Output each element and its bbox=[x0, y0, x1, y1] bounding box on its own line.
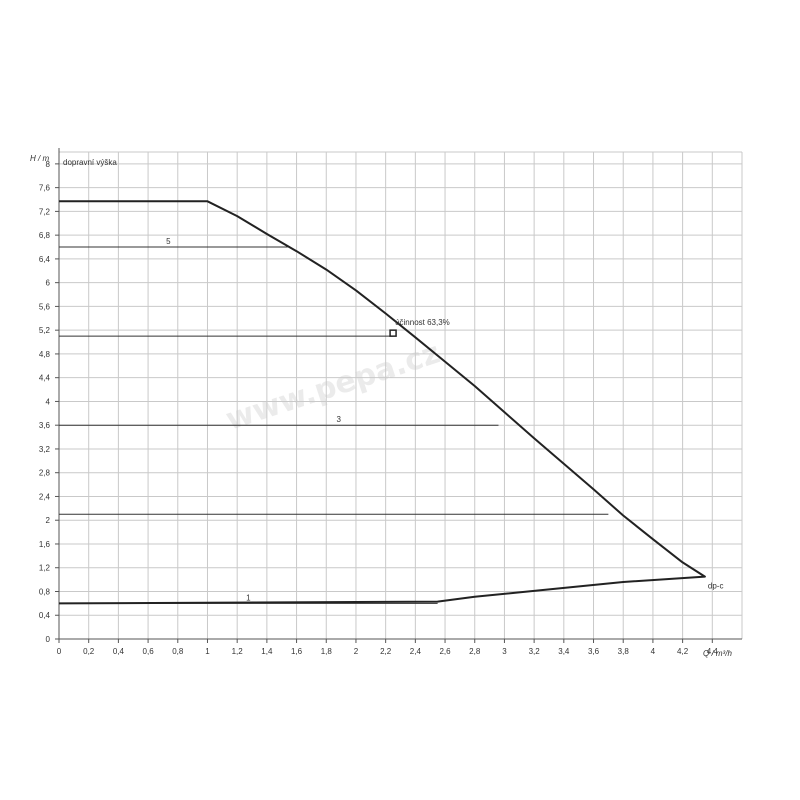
y-tick-label: 6,8 bbox=[39, 231, 51, 240]
y-tick-label: 3,2 bbox=[39, 445, 51, 454]
y-tick-label: 4,8 bbox=[39, 350, 51, 359]
x-tick-label: 1,2 bbox=[232, 647, 244, 656]
x-axis-title: Q / m³/h bbox=[703, 649, 732, 658]
y-tick-label: 4,4 bbox=[39, 374, 51, 383]
x-tick-label: 2,8 bbox=[469, 647, 481, 656]
x-tick-label: 0,2 bbox=[83, 647, 95, 656]
y-tick-label: 1,6 bbox=[39, 540, 51, 549]
y-tick-label: 0,4 bbox=[39, 611, 51, 620]
y-tick-label: 7,2 bbox=[39, 207, 51, 216]
y-tick-label: 0,8 bbox=[39, 587, 51, 596]
x-tick-label: 2,2 bbox=[380, 647, 392, 656]
x-tick-label: 1,4 bbox=[261, 647, 273, 656]
efficiency-label: účinnost 63,3% bbox=[395, 318, 450, 327]
y-tick-label: 5,2 bbox=[39, 326, 51, 335]
operating-line-label: 1 bbox=[246, 593, 251, 602]
x-tick-label: 2,6 bbox=[439, 647, 451, 656]
operating-line-label: 3 bbox=[337, 415, 342, 424]
y-tick-label: 2 bbox=[46, 516, 51, 525]
x-tick-label: 3,2 bbox=[529, 647, 541, 656]
y-tick-label: 4 bbox=[46, 397, 51, 406]
x-tick-label: 3,8 bbox=[618, 647, 630, 656]
x-tick-label: 0,6 bbox=[143, 647, 155, 656]
x-tick-label: 2 bbox=[354, 647, 359, 656]
y-tick-label: 0 bbox=[46, 635, 51, 644]
x-tick-label: 4,2 bbox=[677, 647, 689, 656]
grid bbox=[58, 151, 743, 640]
pump-curve bbox=[58, 200, 706, 605]
x-tick-label: 0 bbox=[57, 647, 62, 656]
x-tick-label: 1,6 bbox=[291, 647, 303, 656]
y-tick-label: 2,4 bbox=[39, 492, 51, 501]
annotations: účinnost 63,3% dp-c bbox=[389, 318, 724, 591]
axes: 0 0,2 0,4 0,6 0,8 1 1,2 1,4 1,6 1,8 2 2,2 2,4 2,6 2,8 3… bbox=[39, 148, 742, 656]
y-tick-label: 2,8 bbox=[39, 469, 51, 478]
x-tick-label: 2,4 bbox=[410, 647, 422, 656]
x-tick-label: 1,8 bbox=[321, 647, 333, 656]
operating-line-label: 5 bbox=[166, 237, 171, 246]
x-tick-label: 0,4 bbox=[113, 647, 125, 656]
y-tick-label: 6 bbox=[46, 279, 51, 288]
y-axis-symbol: H / m bbox=[30, 154, 49, 163]
y-tick-label: 6,4 bbox=[39, 255, 51, 264]
y-axis-title: dopravní výška bbox=[63, 158, 117, 167]
x-tick-label: 3,4 bbox=[558, 647, 570, 656]
x-tick-label: 0,8 bbox=[172, 647, 184, 656]
operating-lines: 5 3 1 bbox=[59, 237, 609, 604]
x-tick-label: 4,4 bbox=[707, 647, 719, 656]
curves bbox=[58, 200, 706, 605]
efficiency-point-marker bbox=[389, 329, 397, 337]
y-tick-label: 1,2 bbox=[39, 564, 51, 573]
watermark: www.pepa.cz bbox=[222, 335, 445, 437]
x-tick-label: 1 bbox=[205, 647, 210, 656]
x-tick-label: 3 bbox=[502, 647, 507, 656]
x-tick-label: 3,6 bbox=[588, 647, 600, 656]
y-tick-label: 3,6 bbox=[39, 421, 51, 430]
dp-c-label: dp-c bbox=[708, 582, 724, 591]
y-tick-label: 5,6 bbox=[39, 302, 51, 311]
y-tick-label: 8 bbox=[46, 160, 51, 169]
y-tick-label: 7,6 bbox=[39, 184, 51, 193]
x-tick-label: 4 bbox=[651, 647, 656, 656]
